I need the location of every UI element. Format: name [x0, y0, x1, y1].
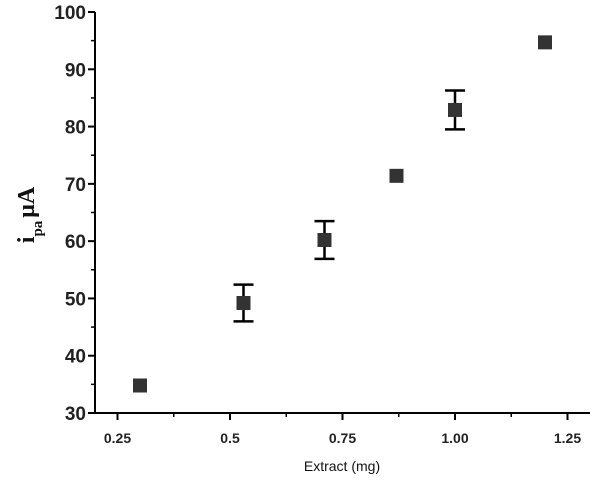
error-bars [233, 89, 465, 323]
y-axis-label: ipa μA [14, 186, 46, 243]
data-point [236, 296, 251, 311]
y-axis-label-unit: μA [14, 186, 40, 218]
x-tick-label: 0.75 [329, 430, 356, 446]
data-point [538, 35, 552, 50]
svg-text:ipaμA: ipa μA [14, 186, 46, 243]
y-tick-label: 30 [65, 404, 86, 425]
x-axis-label: Extract (mg) [304, 458, 380, 474]
y-tick-label: 100 [54, 3, 86, 24]
data-point [133, 378, 147, 393]
y-axis-label-subscript: pa [30, 220, 46, 236]
data-point [448, 102, 462, 117]
data-point [389, 168, 404, 183]
x-axis-ticks: 0.25 0.5 0.75 1.00 1.25 [104, 413, 581, 446]
x-tick-label: 1.00 [441, 430, 468, 446]
y-tick-label: 60 [65, 232, 86, 253]
x-tick-label: 1.25 [554, 430, 581, 446]
y-tick-label: 50 [65, 289, 86, 310]
x-tick-label: 0.25 [104, 430, 131, 446]
y-axis-label-main: i [14, 236, 40, 243]
y-tick-label: 90 [65, 60, 86, 81]
y-tick-label: 40 [65, 347, 86, 368]
data-points [133, 35, 552, 393]
axes [94, 12, 590, 414]
y-tick-label: 70 [65, 175, 86, 196]
y-axis-ticks: 30 40 50 60 70 80 90 100 [54, 3, 95, 425]
y-tick-label: 80 [65, 118, 86, 139]
data-point [317, 232, 332, 247]
x-tick-label: 0.5 [220, 430, 240, 446]
